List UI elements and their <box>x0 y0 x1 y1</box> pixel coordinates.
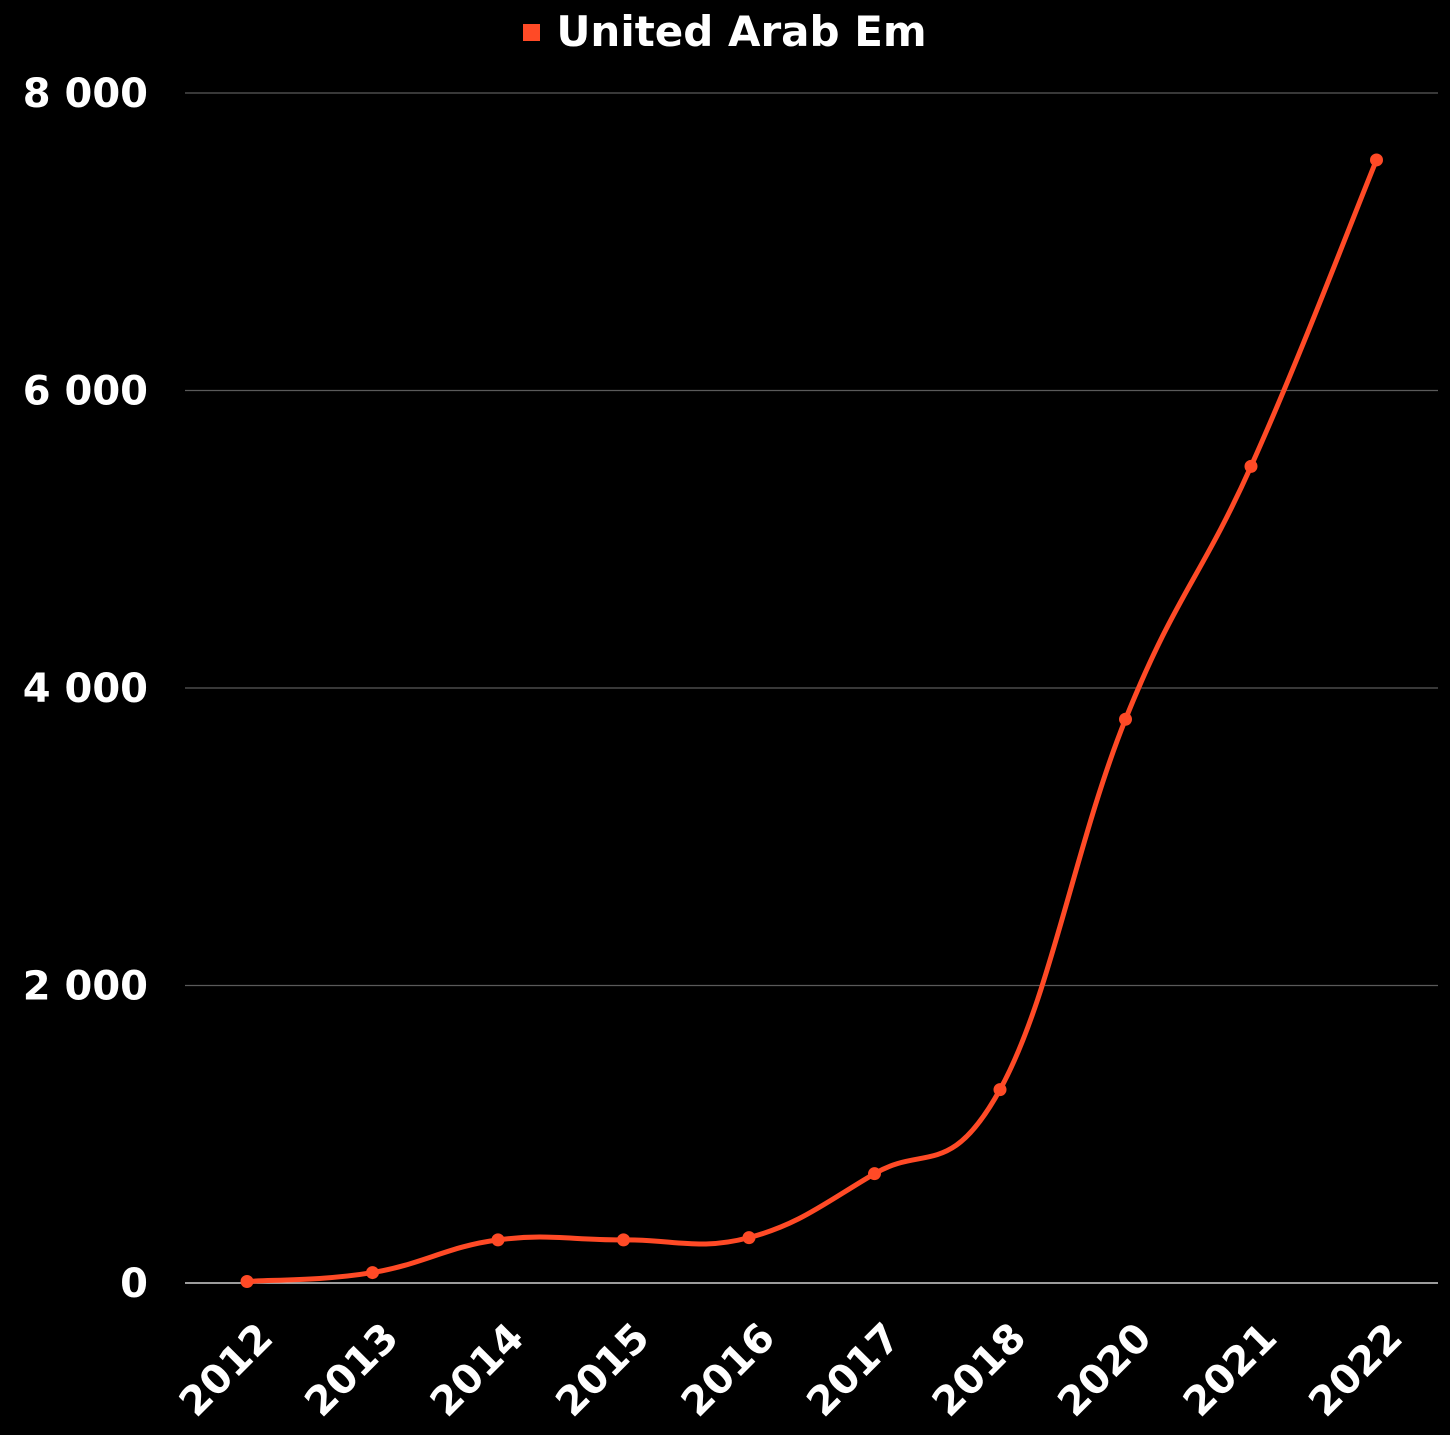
y-tick-label: 4 000 <box>23 666 148 712</box>
data-point <box>240 1275 254 1289</box>
x-tick-label: 2016 <box>673 1315 784 1426</box>
legend-label: United Arab Em <box>556 7 927 56</box>
data-point <box>742 1231 756 1245</box>
data-point <box>617 1233 630 1247</box>
data-point <box>993 1083 1007 1097</box>
y-tick-label: 6 000 <box>23 369 148 415</box>
data-point <box>1244 459 1258 473</box>
legend: United Arab Em <box>0 6 1450 58</box>
x-tick-label: 2018 <box>924 1315 1035 1426</box>
data-point <box>366 1266 379 1280</box>
x-tick-label: 2015 <box>547 1315 658 1426</box>
x-tick-label: 2022 <box>1300 1315 1411 1426</box>
x-tick-label: 2021 <box>1175 1315 1286 1426</box>
data-point <box>1119 712 1132 726</box>
legend-swatch <box>523 23 541 41</box>
data-point <box>491 1233 505 1247</box>
series-line <box>244 157 1379 1285</box>
series-layer <box>240 153 1383 1289</box>
x-tick-label: 2013 <box>296 1315 407 1426</box>
y-tick-label: 8 000 <box>23 71 148 117</box>
x-tick-label: 2014 <box>422 1315 533 1426</box>
x-tick-label: 2020 <box>1049 1315 1160 1426</box>
data-point <box>868 1167 881 1181</box>
data-point <box>1370 153 1383 167</box>
x-tick-label: 2017 <box>798 1315 909 1426</box>
y-axis-tick-labels: 0 2 000 4 000 6 000 8 000 <box>23 71 148 1307</box>
x-axis-tick-labels: 2012 2013 2014 2015 2016 2017 2018 2020 2021 2022 <box>171 1315 1412 1426</box>
y-tick-label: 2 000 <box>23 964 148 1010</box>
gridlines <box>185 92 1438 1284</box>
y-tick-label: 0 <box>120 1261 148 1307</box>
x-tick-label: 2012 <box>171 1315 282 1426</box>
